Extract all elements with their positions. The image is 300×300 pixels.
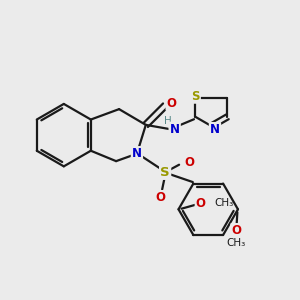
Text: S: S bbox=[160, 166, 170, 178]
Text: N: N bbox=[132, 147, 142, 160]
Text: N: N bbox=[169, 123, 180, 136]
Text: S: S bbox=[191, 90, 200, 103]
Text: O: O bbox=[196, 197, 206, 210]
Text: H: H bbox=[164, 116, 171, 126]
Text: O: O bbox=[184, 155, 194, 169]
Text: O: O bbox=[167, 97, 177, 110]
Text: O: O bbox=[156, 191, 166, 204]
Text: N: N bbox=[210, 123, 220, 136]
Text: CH₃: CH₃ bbox=[214, 198, 233, 208]
Text: CH₃: CH₃ bbox=[227, 238, 246, 248]
Text: O: O bbox=[232, 224, 242, 237]
